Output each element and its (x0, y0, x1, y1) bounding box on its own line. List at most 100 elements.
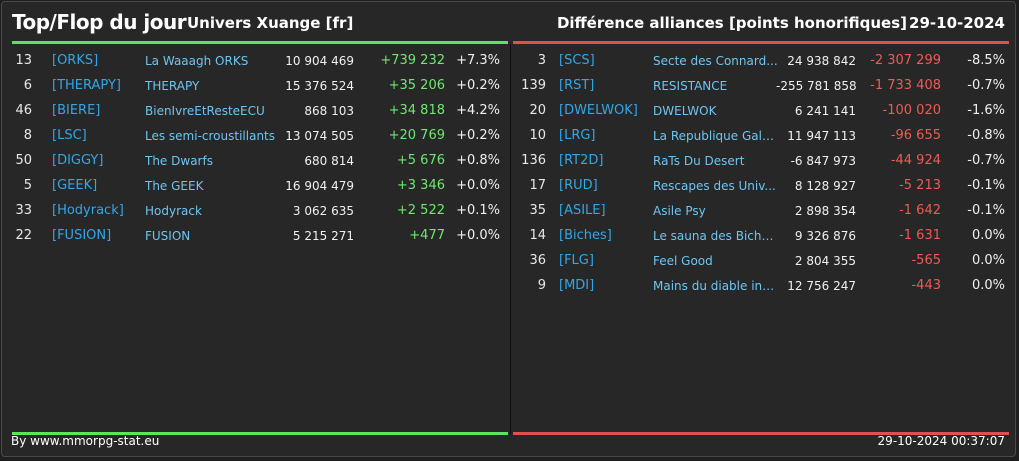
points-difference: +477 (409, 228, 445, 243)
alliance-points: 2 898 354 (794, 204, 856, 218)
alliance-tag-link[interactable]: [RST] (559, 78, 595, 93)
alliance-points: 6 241 141 (794, 104, 856, 118)
percent-change: -0.7% (967, 78, 1005, 93)
alliance-tag-link[interactable]: [ASILE] (559, 203, 606, 218)
top-row: 8 [LSC] Les semi-croustillants 13 074 505 +2… (12, 124, 508, 149)
flop-row: 14 [Biches] Le sauna des Biche... 9 326 876… (514, 224, 1010, 249)
points-difference: -100 020 (882, 103, 941, 118)
points-difference: -44 924 (890, 153, 941, 168)
points-difference: +35 206 (388, 78, 445, 93)
flop-row: 36 [FLG] Feel Good 2 804 355 -565 0.0% (514, 249, 1010, 274)
alliance-name-link[interactable]: Le sauna des Biche... (653, 229, 778, 243)
alliance-points: 15 376 524 (285, 79, 354, 93)
alliance-name-link[interactable]: Asile Psy (653, 204, 706, 218)
alliance-points: 10 904 469 (285, 54, 354, 68)
flop-row: 3 [SCS] Secte des Connard... 24 938 842 -2 3… (514, 49, 1010, 74)
alliance-tag-link[interactable]: [Hodyrack] (52, 203, 124, 218)
rank-number: 36 (529, 253, 546, 268)
ranking-subject: Différence alliances [points honorifique… (556, 14, 907, 32)
alliance-name-link[interactable]: La Waaagh ORKS (145, 54, 249, 68)
points-difference: +20 769 (388, 128, 445, 143)
alliance-name-link[interactable]: BienIvreEtResteECU (145, 104, 265, 118)
alliance-points: 8 128 927 (794, 179, 856, 193)
alliance-points: 11 947 113 (787, 129, 856, 143)
points-difference: -5 213 (899, 178, 941, 193)
rank-number: 33 (15, 203, 32, 218)
percent-change: +0.0% (456, 178, 500, 193)
rank-number: 3 (537, 53, 546, 68)
alliance-name-link[interactable]: Hodyrack (145, 204, 202, 218)
top-footer-rule (12, 432, 508, 435)
top-row: 33 [Hodyrack] Hodyrack 3 062 635 +2 522 +0.1% (12, 199, 508, 224)
alliance-tag-link[interactable]: [RT2D] (559, 153, 604, 168)
alliance-tag-link[interactable]: [BIERE] (52, 103, 101, 118)
rank-number: 8 (23, 128, 32, 143)
rank-number: 139 (521, 78, 546, 93)
points-difference: -2 307 299 (870, 53, 941, 68)
percent-change: +0.2% (456, 128, 500, 143)
alliance-name-link[interactable]: The Dwarfs (145, 154, 213, 168)
percent-change: -8.5% (967, 53, 1005, 68)
rank-number: 6 (23, 78, 32, 93)
alliance-tag-link[interactable]: [DWELWOK] (559, 103, 638, 118)
alliance-tag-link[interactable]: [SCS] (559, 53, 595, 68)
flop-row: 17 [RUD] Rescapes des Univ... 8 128 927 -5 2… (514, 174, 1010, 199)
alliance-tag-link[interactable]: [GEEK] (52, 178, 98, 193)
top-row: 6 [THERAPY] THERAPY 15 376 524 +35 206 +0.2% (12, 74, 508, 99)
alliance-tag-link[interactable]: [THERAPY] (52, 78, 121, 93)
alliance-tag-link[interactable]: [FUSION] (52, 228, 112, 243)
alliance-points: -6 847 973 (790, 154, 856, 168)
alliance-name-link[interactable]: Feel Good (653, 254, 713, 268)
alliance-tag-link[interactable]: [LSC] (52, 128, 87, 143)
percent-change: -0.8% (967, 128, 1005, 143)
alliance-tag-link[interactable]: [DIGGY] (52, 153, 104, 168)
points-difference: +5 676 (396, 153, 445, 168)
alliance-tag-link[interactable]: [RUD] (559, 178, 598, 193)
percent-change: -0.1% (967, 178, 1005, 193)
alliance-tag-link[interactable]: [ORKS] (52, 53, 99, 68)
percent-change: +7.3% (456, 53, 500, 68)
alliance-name-link[interactable]: The GEEK (145, 179, 204, 193)
alliance-name-link[interactable]: RaTs Du Desert (653, 154, 745, 168)
percent-change: +0.2% (456, 78, 500, 93)
alliance-tag-link[interactable]: [Biches] (559, 228, 612, 243)
alliance-tag-link[interactable]: [FLG] (559, 253, 594, 268)
percent-change: +0.8% (456, 153, 500, 168)
alliance-name-link[interactable]: DWELWOK (653, 104, 717, 118)
rank-number: 20 (529, 103, 546, 118)
alliance-points: 3 062 635 (292, 204, 354, 218)
alliance-name-link[interactable]: Mains du diable inco... (653, 279, 778, 293)
points-difference: +739 232 (380, 53, 445, 68)
alliance-tag-link[interactable]: [LRG] (559, 128, 596, 143)
alliance-name-link[interactable]: Rescapes des Univ... (653, 179, 776, 193)
percent-change: 0.0% (971, 253, 1005, 268)
top-header-rule (12, 41, 508, 44)
alliance-name-link[interactable]: THERAPY (145, 79, 200, 93)
points-difference: -1 631 (899, 228, 941, 243)
alliance-name-link[interactable]: RESISTANCE (653, 79, 728, 93)
rank-number: 13 (15, 53, 32, 68)
rank-number: 14 (529, 228, 546, 243)
top-row: 5 [GEEK] The GEEK 16 904 479 +3 346 +0.0% (12, 174, 508, 199)
alliance-points: 9 326 876 (794, 229, 856, 243)
alliance-points: 13 074 505 (285, 129, 354, 143)
alliance-name-link[interactable]: FUSION (145, 229, 191, 243)
alliance-name-link[interactable]: La Republique Gala... (653, 129, 778, 143)
alliance-tag-link[interactable]: [MDI] (559, 278, 595, 293)
alliance-name-link[interactable]: Secte des Connard... (653, 54, 778, 68)
flop-row: 35 [ASILE] Asile Psy 2 898 354 -1 642 -0.1% (514, 199, 1010, 224)
points-difference: -443 (911, 278, 941, 293)
alliance-points: 680 814 (304, 154, 354, 168)
percent-change: +0.0% (456, 228, 500, 243)
percent-change: +0.1% (456, 203, 500, 218)
alliance-points: 12 756 247 (787, 279, 856, 293)
top-list: 13 [ORKS] La Waaagh ORKS 10 904 469 +739 232… (12, 49, 508, 249)
flop-header-rule (513, 41, 1009, 44)
percent-change: 0.0% (971, 228, 1005, 243)
alliance-name-link[interactable]: Les semi-croustillants (145, 129, 276, 143)
alliance-points: 2 804 355 (794, 254, 856, 268)
column-divider (510, 44, 511, 434)
page-title: Top/Flop du jour (12, 10, 187, 34)
top-row: 50 [DIGGY] The Dwarfs 680 814 +5 676 +0.8% (12, 149, 508, 174)
header-date: 29-10-2024 (909, 14, 1005, 32)
